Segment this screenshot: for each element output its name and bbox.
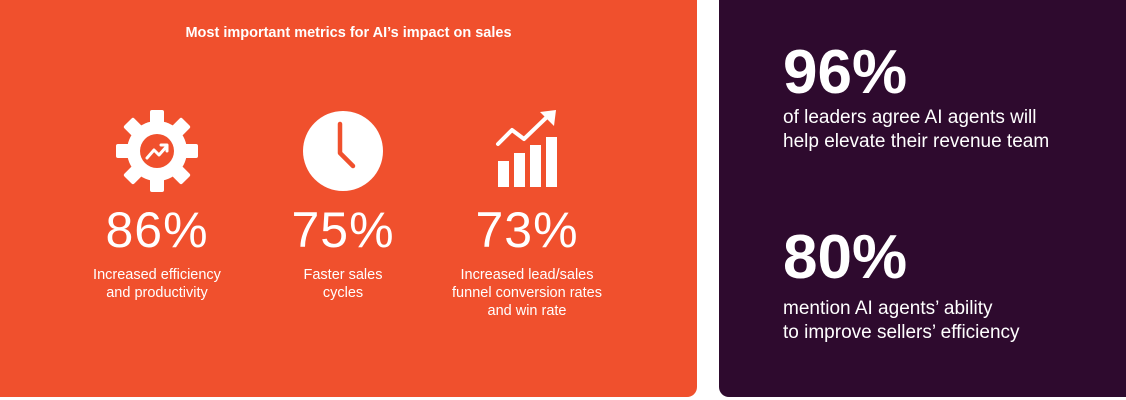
metric-label: Increased lead/sales funnel conversion r… <box>427 266 627 320</box>
leaders-stats-panel: 96% of leaders agree AI agents will help… <box>719 0 1126 397</box>
metric-label-line: cycles <box>322 285 364 301</box>
metric-label-line: and productivity <box>106 285 208 301</box>
stat-description-line: of leaders agree AI agents will <box>783 107 1037 128</box>
stat-description-line: to improve sellers’ efficiency <box>783 322 1020 343</box>
metric-value: 86% <box>105 202 209 258</box>
metric-value: 75% <box>291 202 395 258</box>
metric-label-line: Increased efficiency <box>93 267 221 283</box>
panel-title: Most important metrics for AI’s impact o… <box>185 25 512 41</box>
stat-description-line: mention AI agents’ ability <box>783 298 993 319</box>
bar-growth-icon <box>482 106 572 196</box>
gear-trend-icon <box>112 106 202 196</box>
stat-value: 96% <box>783 38 908 107</box>
metric-label-line: Faster sales <box>303 267 383 283</box>
metric-efficiency: 86% Increased efficiency and productivit… <box>57 106 257 316</box>
stat-96: 96% of leaders agree AI agents will help… <box>783 40 1113 154</box>
metric-label-line: Increased lead/sales <box>460 267 594 283</box>
clock-icon <box>298 106 388 196</box>
metric-label: Increased efficiency and productivity <box>57 266 257 302</box>
stat-80: 80% mention AI agents’ ability to improv… <box>783 225 1113 345</box>
metric-label: Faster sales cycles <box>243 266 443 302</box>
metrics-panel: Most important metrics for AI’s impact o… <box>0 0 697 397</box>
stat-value: 80% <box>783 223 908 292</box>
metric-value: 73% <box>475 202 579 258</box>
metric-conversion: 73% Increased lead/sales funnel conversi… <box>427 106 627 326</box>
metric-label-line: and win rate <box>487 303 567 319</box>
metric-label-line: funnel conversion rates <box>452 285 602 301</box>
stat-description-line: help elevate their revenue team <box>783 131 1050 152</box>
metric-sales-cycles: 75% Faster sales cycles <box>243 106 443 316</box>
